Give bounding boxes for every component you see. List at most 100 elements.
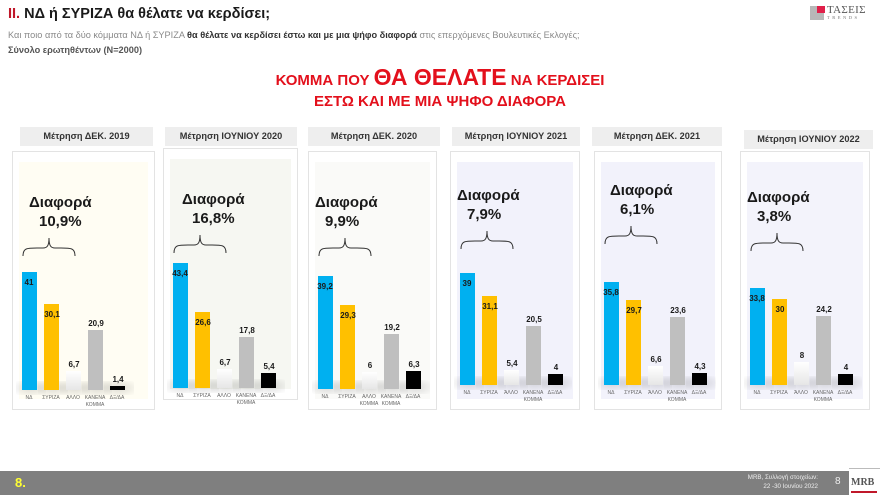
logo-red-square-icon (817, 6, 825, 13)
plot-area (315, 162, 430, 399)
category-label: ΔΞ/ΔΑ (837, 390, 853, 396)
category-label: ΝΔ (25, 395, 33, 401)
bar-value-label: 39,2 (317, 282, 333, 292)
difference-label: Διαφορά (747, 189, 810, 206)
category-label: ΑΛΛΟ ΚΟΜΜΑ (359, 394, 379, 407)
bar-dk (548, 373, 563, 385)
category-label: ΚΑΝΕΝΑ ΚΟΜΜΑ (380, 394, 402, 407)
bar-value-label: 6,7 (219, 357, 231, 367)
panel-title: Μέτρηση ΙΟΥΝΙΟΥ 2021 (452, 127, 580, 146)
curly-brace-icon (22, 237, 76, 257)
section-number: II. (8, 6, 21, 22)
mrb-logo: MRB (849, 468, 880, 495)
bar-other (504, 369, 519, 385)
sample-size: Σύνολο ερωτηθέντων (N=2000) (8, 45, 143, 55)
bar-value-label: 43,4 (172, 269, 188, 279)
bar-dk (406, 370, 421, 389)
bar-nd (22, 272, 37, 390)
question-text: Και ποιο από τα δύο κόμματα ΝΔ ή ΣΥΡΙΖΑ … (8, 30, 580, 40)
category-label: ΣΥΡΙΖΑ (770, 390, 788, 396)
bar-dk (692, 372, 707, 385)
category-label: ΆΛΛΟ (648, 390, 662, 396)
difference-label: Διαφορά (182, 191, 245, 208)
bar-value-label: 35,8 (603, 288, 619, 298)
bar-value-label: 8 (799, 351, 805, 361)
category-label: ΔΞ/ΔΑ (405, 394, 421, 400)
question-text-pre: Και ποιο από τα δύο κόμματα ΝΔ ή ΣΥΡΙΖΑ (8, 30, 188, 40)
difference-value: 3,8% (757, 208, 792, 225)
panel-title: Μέτρηση ΔΕΚ. 2021 (592, 127, 722, 146)
bar-value-label: 23,6 (670, 306, 686, 316)
category-label: ΣΥΡΙΖΑ (480, 390, 498, 396)
category-label: ΆΛΛΟ (794, 390, 808, 396)
bar-syriza (195, 311, 210, 388)
bar-value-label: 17,8 (239, 325, 255, 335)
category-label: ΔΞ/ΔΑ (547, 390, 563, 396)
difference-value: 16,8% (192, 210, 235, 227)
bar-value-label: 19,2 (384, 322, 400, 332)
bar-other (794, 362, 809, 385)
bar-value-label: 5,4 (263, 361, 275, 371)
bar-value-label: 4 (843, 362, 849, 372)
footer-bar: 8. MRB, Συλλογή στοιχείων: 22 -30 Ιουνίο… (0, 471, 880, 495)
bar-none (384, 333, 399, 389)
slide-title: II. ΝΔ ή ΣΥΡΙΖΑ θα θέλατε να κερδίσει; (8, 6, 270, 22)
bar-value-label: 20,9 (88, 319, 104, 329)
bar-value-label: 29,7 (626, 305, 642, 315)
curly-brace-icon (750, 232, 804, 252)
bar-value-label: 6,6 (650, 355, 662, 365)
curly-brace-icon (318, 237, 372, 257)
category-label: ΆΛΛΟ (504, 390, 518, 396)
difference-value: 6,1% (620, 201, 655, 218)
question-title: ΝΔ ή ΣΥΡΙΖΑ θα θέλατε να κερδίσει; (24, 6, 271, 22)
headline-line-2: ΕΣΤΩ ΚΑΙ ΜΕ ΜΙΑ ΨΗΦΟ ΔΙΑΦΟΡΑ (313, 93, 567, 110)
difference-label: Διαφορά (457, 187, 520, 204)
curly-brace-icon (460, 230, 514, 250)
category-label: ΚΑΝΕΝΑ ΚΟΜΜΑ (84, 395, 106, 408)
bar-syriza (44, 303, 59, 390)
source-line-1: MRB, Συλλογή στοιχείων: (747, 474, 818, 481)
bar-none (88, 330, 103, 390)
chart-panel: Διαφορά 9,9% 39,2 ΝΔ 29,3 ΣΥΡΙΖΑ 6 ΑΛΛΟ ΚΟΜΜΑ 19… (308, 151, 437, 410)
curly-brace-icon (173, 234, 227, 254)
bar-value-label: 39 (462, 279, 472, 289)
bar-value-label: 26,6 (195, 317, 211, 327)
bar-dk (838, 373, 853, 385)
chart-panel: Διαφορά 16,8% 43,4 ΝΔ 26,6 ΣΥΡΙΖΑ 6,7 ΑΛΛΟ 17,8 Κ… (163, 148, 298, 406)
bar-syriza (626, 299, 641, 385)
headline-pre: ΚΟΜΜΑ ΠΟΥ (275, 72, 374, 89)
bar-syriza (772, 298, 787, 385)
plot-area (747, 162, 863, 399)
bar-nd (460, 273, 475, 385)
bar-dk (110, 385, 125, 390)
bar-nd (318, 276, 333, 389)
bar-other (362, 371, 377, 389)
category-label: ΚΑΝΕΝΑ ΚΟΜΜΑ (522, 390, 544, 403)
category-label: ΔΞ/ΔΑ (691, 390, 707, 396)
chart-panel: Διαφορά 10,9% 41 ΝΔ 30,1 ΣΥΡΙΖΑ 6,7 ΑΛΛΟ 20,9 ΚΑΝ… (12, 151, 155, 410)
logo-text: ΤΑΣΕΙΣ (827, 4, 866, 16)
category-label: ΣΥΡΙΖΑ (42, 395, 60, 401)
category-label: ΝΔ (607, 390, 615, 396)
bar-value-label: 6 (367, 360, 373, 370)
page-number: 8 (835, 476, 841, 487)
bar-value-label: 24,2 (816, 304, 832, 314)
bar-nd (173, 263, 188, 388)
bar-none (670, 317, 685, 385)
bar-value-label: 33,8 (749, 293, 765, 303)
bar-value-label: 5,4 (506, 358, 518, 368)
panel-title: Μέτρηση ΙΟΥΝΙΟΥ 2020 (165, 127, 297, 146)
difference-value: 9,9% (325, 213, 360, 230)
bar-other (648, 366, 663, 385)
difference-label: Διαφορά (610, 182, 673, 199)
category-label: ΑΛΛΟ (66, 395, 80, 401)
logo-subtext: TRENDS (827, 15, 860, 20)
panel-title: Μέτρηση ΙΟΥΝΙΟΥ 2022 (744, 130, 873, 149)
bar-value-label: 4,3 (694, 361, 706, 371)
bar-none (816, 315, 831, 385)
bar-value-label: 30,1 (44, 309, 60, 319)
category-label: ΝΔ (463, 390, 471, 396)
bar-none (239, 336, 254, 388)
bar-none (526, 326, 541, 385)
bar-value-label: 4 (553, 362, 559, 372)
